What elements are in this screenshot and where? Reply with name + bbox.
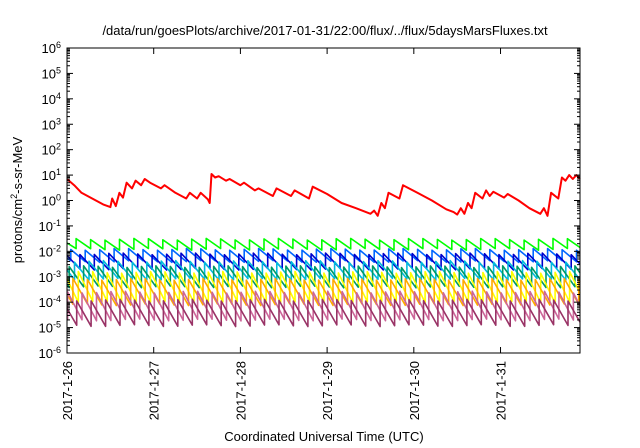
series-line-1 (66, 173, 581, 217)
y-axis: 10-6 10-5 10-4 10-3 10-2 10-1 100 101 102 103 104 1… (39, 40, 580, 361)
y-tick-label: 101 (42, 167, 61, 183)
y-tick-label: 105 (42, 65, 61, 81)
x-tick-label: 2017-1-30 (407, 361, 422, 420)
series-layer (66, 173, 581, 328)
x-axis-label: Coordinated Universal Time (UTC) (224, 429, 423, 444)
y-tick-label: 104 (42, 91, 61, 107)
chart-title: /data/run/goesPlots/archive/2017-01-31/2… (102, 23, 548, 38)
series-line-3 (66, 247, 581, 264)
y-tick-label: 10-2 (39, 243, 61, 259)
y-axis-label-superscript: 2 (9, 194, 19, 199)
series-line-5 (66, 259, 581, 281)
y-tick-label: 103 (42, 116, 61, 132)
series-line-10 (66, 298, 581, 328)
series-line-7 (66, 270, 581, 304)
y-tick-label: 10-6 (39, 345, 61, 361)
y-tick-label: 106 (42, 40, 61, 56)
x-tick-label: 2017-1-31 (494, 361, 509, 420)
series-line-9 (66, 290, 581, 322)
y-tick-label: 100 (42, 193, 61, 209)
y-tick-label: 10-1 (39, 218, 61, 234)
series-line-2 (66, 237, 581, 251)
series-line-6 (66, 264, 581, 289)
x-axis: 2017-1-26 2017-1-27 2017-1-28 2017-1-29 2017… (60, 48, 509, 420)
plot-frame (66, 47, 581, 354)
y-tick-label: 10-4 (39, 294, 61, 310)
y-axis-label-rest: -s-sr-MeV (10, 136, 25, 193)
y-tick-label: 10-3 (39, 269, 61, 285)
series-line-4 (66, 252, 581, 271)
y-tick-label: 102 (42, 142, 61, 158)
x-tick-label: 2017-1-26 (60, 361, 75, 420)
x-tick-label: 2017-1-29 (320, 361, 335, 420)
y-tick-label: 10-5 (39, 320, 61, 336)
y-axis-label: protons/cm2-s-sr-MeV (9, 136, 25, 263)
x-tick-label: 2017-1-27 (147, 361, 162, 420)
y-axis-label-main: protons/cm (10, 199, 25, 263)
x-tick-label: 2017-1-28 (233, 361, 248, 420)
